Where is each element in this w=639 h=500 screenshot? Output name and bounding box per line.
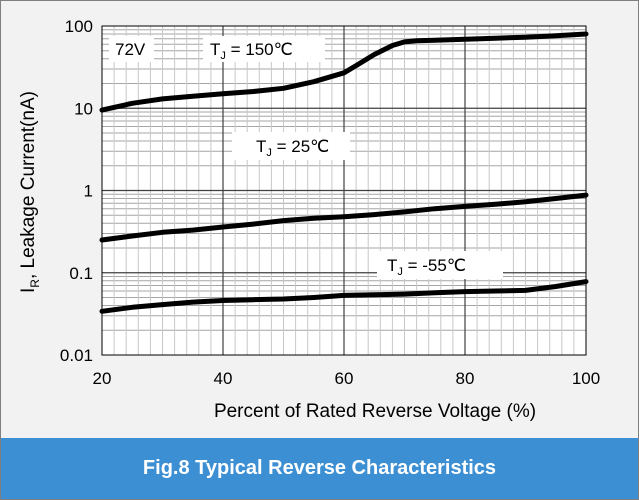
y-axis-label: IR, Leakage Current(nA) [18,91,42,293]
y-tick-label: 1 [84,182,93,201]
annotation-72v-text: 72V [115,40,146,59]
svg-text:TJ = -55℃: TJ = -55℃ [387,256,466,278]
plot-area [101,25,587,356]
y-axis-label-sub: R [28,279,42,288]
x-tick-label: 100 [572,369,600,388]
series-line-1 [99,192,589,243]
y-axis-label-main: I [18,288,39,293]
y-tick-label: 100 [65,17,93,36]
x-tick-label: 40 [214,369,233,388]
y-tick-label: 0.1 [69,264,93,283]
series-label-150-sub: J [220,50,226,62]
x-axis-label: Percent of Rated Reverse Voltage (%) [214,401,536,422]
y-tick-label: 0.01 [60,346,93,365]
x-tick-label: 60 [335,369,354,388]
series-label-25: TJ = 25℃ [232,132,350,160]
series-line-0 [99,31,589,113]
series-label-minus55-rest: = -55℃ [403,256,466,275]
svg-text:TJ = 150℃: TJ = 150℃ [210,40,293,62]
series-label-150-rest: = 150℃ [226,40,293,59]
series-label-minus55-main: T [387,256,397,275]
y-tick-label: 10 [74,99,93,118]
series-label-minus55-sub: J [397,266,403,278]
series-lines [99,31,589,314]
series-label-minus55: TJ = -55℃ [377,251,503,279]
annotation-72v: 72V [109,36,154,62]
figure-caption: Fig.8 Typical Reverse Characteristics [1,438,638,499]
x-tick-labels: 20 40 60 80 100 [93,369,601,388]
series-label-25-main: T [256,137,266,156]
y-axis-label-rest: , Leakage Current(nA) [18,91,39,279]
x-tick-label: 80 [456,369,475,388]
series-label-150-main: T [210,40,220,59]
series-line-2 [99,279,589,314]
series-label-25-sub: J [266,147,272,159]
series-label-150: TJ = 150℃ [203,36,325,62]
y-tick-labels: 0.01 0.1 1 10 100 [60,17,93,365]
svg-text:TJ = 25℃: TJ = 25℃ [256,137,329,159]
x-tick-label: 20 [93,369,112,388]
series-label-25-rest: = 25℃ [272,137,329,156]
